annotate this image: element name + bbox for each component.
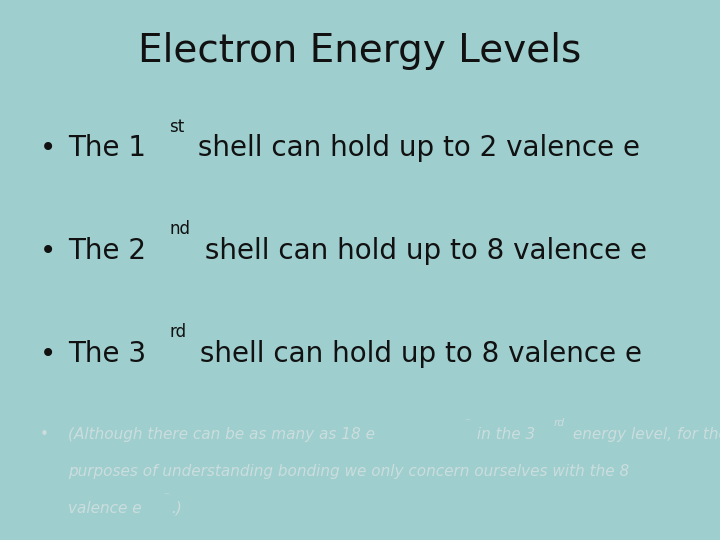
- Text: The 2: The 2: [68, 237, 146, 265]
- Text: rd: rd: [169, 323, 186, 341]
- Text: The 3: The 3: [68, 340, 147, 368]
- Text: valence e: valence e: [68, 501, 142, 516]
- Text: shell can hold up to 8 valence e: shell can hold up to 8 valence e: [196, 237, 647, 265]
- Text: The 1: The 1: [68, 134, 146, 163]
- Text: shell can hold up to 2 valence e: shell can hold up to 2 valence e: [189, 134, 640, 163]
- Text: •: •: [40, 134, 56, 163]
- Text: •: •: [40, 427, 48, 442]
- Text: .): .): [171, 501, 181, 516]
- Text: shell can hold up to 8 valence e: shell can hold up to 8 valence e: [192, 340, 642, 368]
- Text: •: •: [40, 340, 56, 368]
- Text: st: st: [169, 118, 184, 136]
- Text: (Although there can be as many as 18 e: (Although there can be as many as 18 e: [68, 427, 375, 442]
- Text: purposes of understanding bonding we only concern ourselves with the 8: purposes of understanding bonding we onl…: [68, 464, 630, 479]
- Text: ⁻: ⁻: [464, 417, 470, 428]
- Text: ⁻: ⁻: [163, 491, 169, 501]
- Text: in the 3: in the 3: [472, 427, 535, 442]
- Text: energy level, for the: energy level, for the: [568, 427, 720, 442]
- Text: •: •: [40, 237, 56, 265]
- Text: nd: nd: [169, 220, 190, 238]
- Text: rd: rd: [554, 417, 564, 428]
- Text: Electron Energy Levels: Electron Energy Levels: [138, 32, 582, 70]
